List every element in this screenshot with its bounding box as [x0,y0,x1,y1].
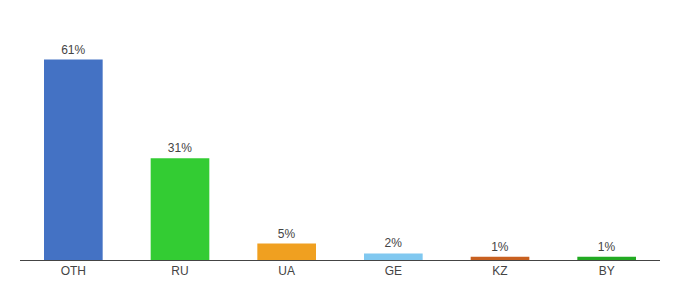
svg-text:RU: RU [171,264,188,278]
svg-text:1%: 1% [491,240,509,254]
svg-text:31%: 31% [168,141,192,155]
svg-text:2%: 2% [384,236,402,250]
svg-text:OTH: OTH [61,264,86,278]
svg-text:KZ: KZ [492,264,507,278]
svg-text:BY: BY [599,264,615,278]
svg-text:UA: UA [278,264,295,278]
svg-text:5%: 5% [278,227,296,241]
svg-text:61%: 61% [61,43,85,57]
svg-text:GE: GE [385,264,402,278]
svg-text:1%: 1% [598,240,616,254]
